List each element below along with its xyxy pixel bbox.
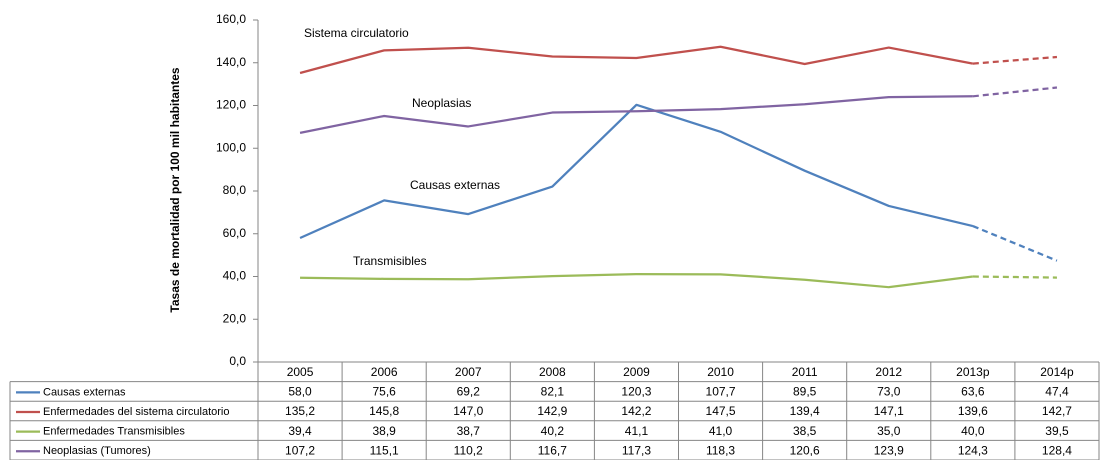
x-tick-label: 2005 — [287, 365, 314, 379]
x-tick-label: 2011 — [792, 365, 818, 379]
table-value: 107,2 — [285, 443, 315, 457]
table-value: 147,5 — [706, 404, 736, 418]
table-value: 35,0 — [877, 424, 901, 438]
annotation: Neoplasias — [412, 96, 471, 110]
y-tick-label: 0,0 — [229, 354, 246, 368]
y-tick-label: 80,0 — [223, 183, 247, 197]
line-projected — [972, 225, 1058, 262]
line-projected — [972, 55, 1058, 65]
table-value: 128,4 — [1042, 443, 1072, 457]
table-value: 40,2 — [541, 424, 565, 438]
table-value: 69,2 — [457, 385, 481, 399]
table-value: 147,1 — [874, 404, 904, 418]
table-value: 41,0 — [709, 424, 733, 438]
annotation: Causas externas — [410, 178, 500, 192]
table-value: 117,3 — [622, 443, 651, 457]
table-value: 115,1 — [370, 443, 399, 457]
line — [300, 273, 973, 289]
table-value: 139,4 — [790, 404, 820, 418]
table-value: 38,5 — [793, 424, 817, 438]
legend-label: Neoplasias (Tumores) — [43, 445, 151, 457]
table-value: 82,1 — [541, 385, 565, 399]
y-tick-label: 140,0 — [216, 55, 246, 69]
table-value: 39,4 — [288, 424, 312, 438]
table-value: 40,0 — [961, 424, 985, 438]
line — [299, 95, 973, 134]
table-value: 123,9 — [874, 443, 904, 457]
table-value: 116,7 — [538, 443, 567, 457]
y-tick-label: 20,0 — [223, 311, 247, 325]
table-value: 118,3 — [706, 443, 735, 457]
x-tick-label: 2013p — [956, 365, 990, 379]
table-value: 110,2 — [454, 443, 483, 457]
table-value: 142,7 — [1042, 404, 1072, 418]
table-value: 38,9 — [372, 424, 396, 438]
y-tick-label: 60,0 — [223, 226, 247, 240]
table-value: 120,6 — [790, 443, 820, 457]
x-tick-label: 2009 — [623, 365, 650, 379]
y-tick-label: 40,0 — [223, 269, 247, 283]
y-axis-label: Tasas de mortalidad por 100 mil habitant… — [168, 67, 182, 313]
table-value: 89,5 — [793, 385, 817, 399]
table-value: 63,6 — [961, 385, 985, 399]
annotation: Transmisibles — [353, 254, 427, 268]
table-value: 39,5 — [1045, 424, 1069, 438]
legend-label: Causas externas — [43, 386, 126, 398]
table-value: 75,6 — [372, 385, 396, 399]
table-value: 135,2 — [285, 404, 315, 418]
table-value: 107,7 — [706, 385, 736, 399]
y-tick-label: 100,0 — [216, 140, 246, 154]
y-tick-label: 120,0 — [216, 98, 246, 112]
legend-label: Enfermedades Transmisibles — [43, 426, 185, 438]
table-value: 147,0 — [453, 404, 483, 418]
x-tick-label: 2007 — [455, 365, 482, 379]
legend-label: Enfermedades del sistema circulatorio — [43, 406, 229, 418]
x-tick-label: 2006 — [371, 365, 398, 379]
table-value: 145,8 — [369, 404, 399, 418]
table-value: 142,2 — [621, 404, 651, 418]
line-projected — [972, 86, 1058, 98]
x-tick-label: 2014p — [1040, 365, 1074, 379]
annotation: Sistema circulatorio — [304, 26, 409, 40]
line-projected — [972, 275, 1057, 279]
line — [299, 45, 974, 75]
table-value: 38,7 — [457, 424, 481, 438]
table-value: 142,9 — [537, 404, 567, 418]
table-value: 41,1 — [625, 424, 649, 438]
table-value: 47,4 — [1045, 385, 1069, 399]
x-tick-label: 2008 — [539, 365, 566, 379]
x-tick-label: 2010 — [707, 365, 734, 379]
table-value: 139,6 — [958, 404, 988, 418]
table-value: 58,0 — [288, 385, 312, 399]
table-value: 120,3 — [621, 385, 651, 399]
y-tick-label: 160,0 — [216, 12, 246, 26]
table-value: 124,3 — [958, 443, 988, 457]
line — [299, 103, 974, 240]
x-tick-label: 2012 — [875, 365, 902, 379]
table-value: 73,0 — [877, 385, 901, 399]
